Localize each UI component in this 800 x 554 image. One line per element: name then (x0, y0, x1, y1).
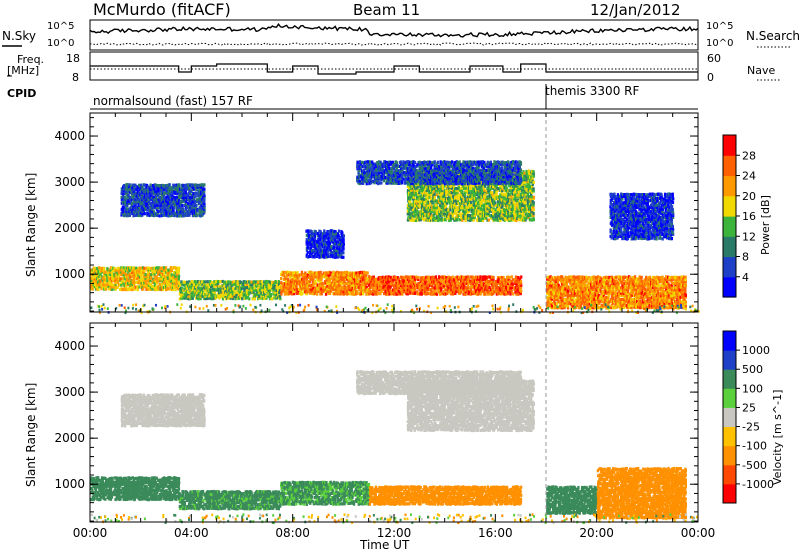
velocity-colorbar-tick-2: 100 (742, 382, 763, 395)
velocity-ytick-3: 4000 (54, 339, 85, 353)
power-region-0 (90, 266, 181, 292)
velocity-region-8 (596, 466, 688, 520)
noise-sky-trace (89, 22, 699, 38)
power-ytick-3: 4000 (54, 129, 85, 143)
nave-label: Nave (747, 64, 776, 77)
power-region-7 (356, 160, 523, 186)
velocity-region-6 (356, 370, 523, 396)
xtick-2: 08:00 (275, 526, 310, 540)
power-colorbar-swatch-7 (723, 135, 736, 156)
nsearch-tick-bottom: 10^0 (706, 38, 734, 49)
velocity-ytick-0: 1000 (54, 477, 85, 491)
power-colorbar-swatch-1 (723, 256, 736, 278)
velocity-colorbar-swatch-4 (723, 407, 736, 427)
velocity-colorbar-tick-0: 1000 (742, 344, 770, 357)
power-ytick-2: 3000 (54, 175, 85, 189)
station-title: McMurdo (fitACF) (93, 0, 231, 19)
velocity-colorbar-swatch-6 (723, 369, 736, 389)
power-region-3 (280, 270, 371, 296)
power-region-5 (368, 275, 523, 296)
velocity-colorbar-tick-7: -1000 (742, 478, 774, 491)
power-heatmap (90, 160, 700, 315)
power-region-1 (120, 183, 206, 218)
power-colorbar-tick-5: 24 (742, 170, 756, 183)
cpid-segment-normalsound: normalsound (fast) 157 RF (93, 94, 253, 108)
xtick-0: 00:00 (73, 526, 108, 540)
power-ytick-0: 1000 (54, 267, 85, 281)
velocity-colorbar-tick-1: 500 (742, 363, 763, 376)
power-colorbar-tick-4: 20 (742, 190, 756, 203)
xtick-3: 12:00 (377, 526, 412, 540)
freq-label: Freq. (17, 53, 45, 66)
freq-tick-top: 18 (66, 52, 80, 65)
velocity-heatmap (90, 370, 698, 525)
velocity-region-1 (120, 393, 206, 428)
velocity-region-0 (90, 476, 181, 502)
nsearch-tick-top: 10^5 (706, 21, 734, 32)
velocity-region-4 (368, 485, 523, 506)
nave-tick-top: 60 (707, 52, 721, 65)
freq-tick-bottom: 8 (72, 71, 79, 84)
power-ytick-1: 2000 (54, 221, 85, 235)
date-title: 12/Jan/2012 (590, 1, 681, 19)
power-colorbar-swatch-5 (723, 175, 736, 197)
freq-trace (90, 63, 698, 75)
nsearch-label: N.Search (746, 29, 800, 43)
xtick-5: 20:00 (579, 526, 614, 540)
cpid-segment-themis: themis 3300 RF (545, 84, 640, 98)
velocity-colorbar-tick-6: -500 (742, 459, 767, 472)
velocity-region-3 (280, 480, 371, 506)
freq-unit-label: [MHz] (7, 64, 40, 77)
noise-panel-frame (89, 19, 699, 51)
velocity-colorbar-tick-4: -25 (742, 421, 760, 434)
nsky-label: N.Sky (2, 29, 37, 43)
noise-search-trace (89, 42, 699, 46)
power-colorbar-swatch-2 (723, 236, 736, 258)
nsky-tick-bottom: 10^0 (47, 38, 75, 49)
power-colorbar-tick-2: 12 (742, 230, 756, 243)
cpid-label: CPID (7, 87, 37, 100)
power-colorbar-tick-0: 4 (742, 271, 749, 284)
beam-title: Beam 11 (353, 1, 421, 19)
nsky-tick-top: 10^5 (47, 21, 75, 32)
nave-tick-bottom: 0 (707, 71, 714, 84)
velocity-ytick-2: 3000 (54, 385, 85, 399)
power-region-8 (546, 275, 687, 310)
velocity-colorbar-swatch-8 (723, 331, 736, 351)
power-region-9 (609, 192, 675, 241)
velocity-colorbar-swatch-3 (723, 426, 736, 447)
velocity-colorbar-swatch-1 (723, 464, 736, 485)
power-colorbar-swatch-3 (723, 216, 736, 237)
power-colorbar-swatch-4 (723, 195, 736, 217)
xtick-1: 04:00 (174, 526, 209, 540)
power-region-4 (305, 229, 345, 259)
power-colorbar-swatch-6 (723, 155, 736, 177)
velocity-colorbar-swatch-2 (723, 445, 736, 466)
power-colorbar-tick-3: 16 (742, 210, 756, 223)
velocity-region-2 (178, 489, 282, 511)
power-colorbar-tick-1: 8 (742, 251, 749, 264)
velocity-ytick-1: 2000 (54, 431, 85, 445)
xtick-6: 00:00 (681, 526, 716, 540)
power-region-2 (178, 279, 282, 301)
velocity-colorbar-tick-5: -100 (742, 440, 767, 453)
velocity-colorbar-frame (722, 330, 737, 504)
xtick-4: 16:00 (478, 526, 513, 540)
velocity-colorbar-swatch-5 (723, 388, 736, 408)
velocity-region-7 (546, 485, 599, 515)
power-near-range-band (90, 303, 700, 315)
power-colorbar-tick-6: 28 (742, 149, 756, 162)
power-colorbar-swatch-0 (723, 276, 736, 298)
velocity-colorbar-swatch-7 (723, 350, 736, 370)
velocity-colorbar-swatch-0 (723, 483, 736, 504)
xaxis-label: Time UT (360, 538, 410, 552)
velocity-colorbar-tick-3: 25 (742, 401, 756, 414)
